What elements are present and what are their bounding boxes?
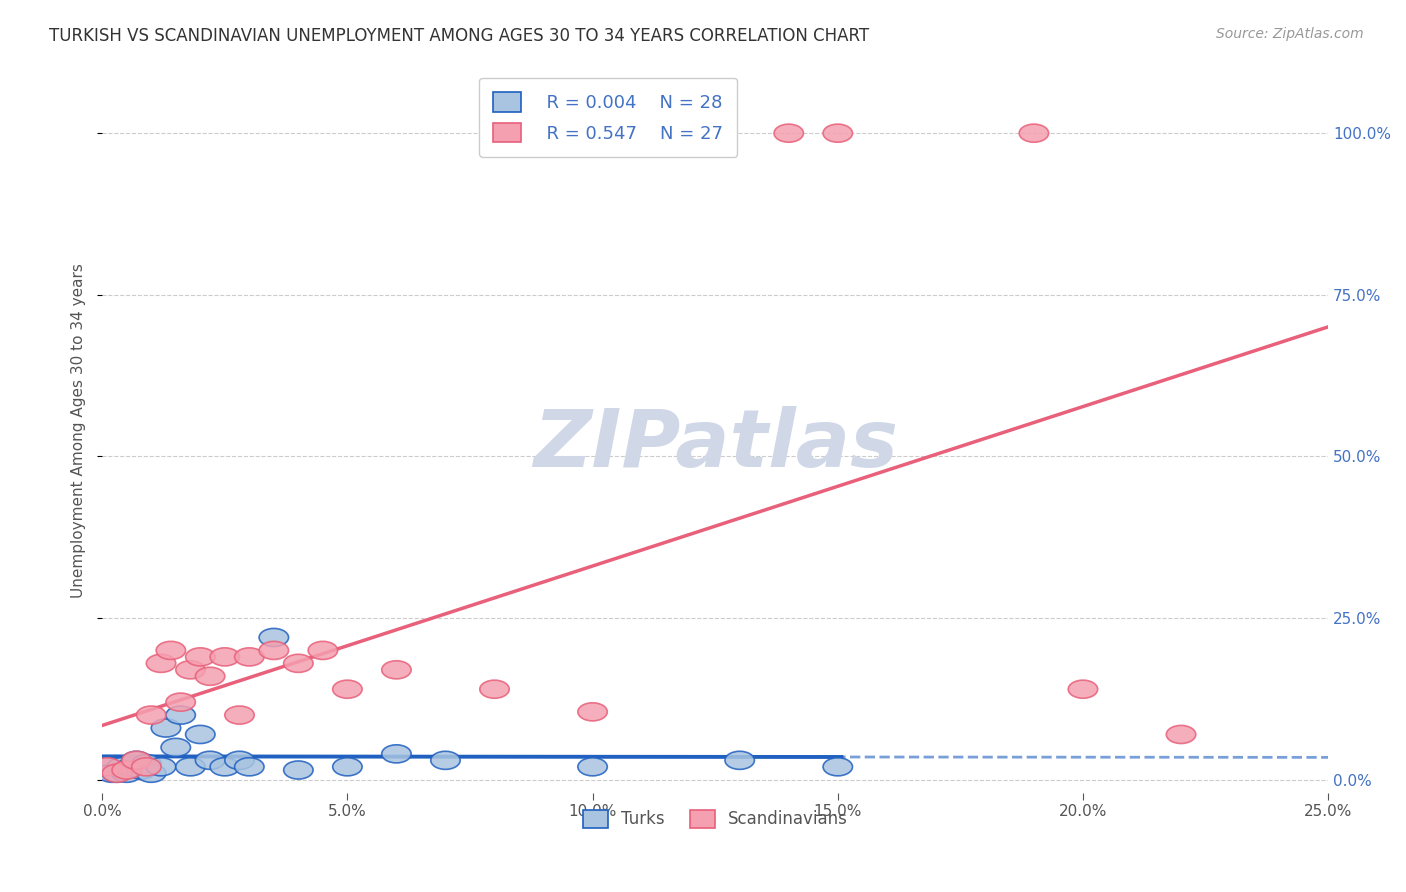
Ellipse shape — [308, 641, 337, 659]
Ellipse shape — [333, 757, 363, 776]
Ellipse shape — [186, 725, 215, 744]
Text: TURKISH VS SCANDINAVIAN UNEMPLOYMENT AMONG AGES 30 TO 34 YEARS CORRELATION CHART: TURKISH VS SCANDINAVIAN UNEMPLOYMENT AMO… — [49, 27, 869, 45]
Legend: Turks, Scandinavians: Turks, Scandinavians — [576, 803, 855, 835]
Ellipse shape — [132, 755, 162, 772]
Ellipse shape — [166, 706, 195, 724]
Ellipse shape — [127, 761, 156, 779]
Ellipse shape — [103, 764, 132, 782]
Ellipse shape — [162, 739, 190, 756]
Ellipse shape — [195, 751, 225, 770]
Ellipse shape — [823, 124, 852, 142]
Ellipse shape — [122, 751, 152, 770]
Ellipse shape — [578, 757, 607, 776]
Ellipse shape — [225, 751, 254, 770]
Ellipse shape — [176, 661, 205, 679]
Ellipse shape — [1167, 725, 1195, 744]
Ellipse shape — [235, 757, 264, 776]
Ellipse shape — [195, 667, 225, 685]
Ellipse shape — [725, 751, 755, 770]
Ellipse shape — [381, 661, 411, 679]
Ellipse shape — [823, 757, 852, 776]
Ellipse shape — [122, 751, 152, 770]
Ellipse shape — [209, 757, 239, 776]
Ellipse shape — [176, 757, 205, 776]
Y-axis label: Unemployment Among Ages 30 to 34 years: Unemployment Among Ages 30 to 34 years — [72, 263, 86, 598]
Ellipse shape — [225, 706, 254, 724]
Ellipse shape — [132, 757, 162, 776]
Ellipse shape — [284, 655, 314, 673]
Ellipse shape — [333, 681, 363, 698]
Ellipse shape — [775, 124, 803, 142]
Ellipse shape — [1019, 124, 1049, 142]
Ellipse shape — [381, 745, 411, 763]
Ellipse shape — [1069, 681, 1098, 698]
Ellipse shape — [166, 693, 195, 711]
Ellipse shape — [146, 757, 176, 776]
Text: Source: ZipAtlas.com: Source: ZipAtlas.com — [1216, 27, 1364, 41]
Ellipse shape — [259, 641, 288, 659]
Text: ZIPatlas: ZIPatlas — [533, 406, 897, 484]
Ellipse shape — [156, 641, 186, 659]
Ellipse shape — [259, 629, 288, 647]
Ellipse shape — [112, 761, 142, 779]
Ellipse shape — [136, 764, 166, 782]
Ellipse shape — [284, 761, 314, 779]
Ellipse shape — [93, 757, 122, 776]
Ellipse shape — [117, 757, 146, 776]
Ellipse shape — [209, 648, 239, 666]
Ellipse shape — [136, 706, 166, 724]
Ellipse shape — [146, 655, 176, 673]
Ellipse shape — [186, 648, 215, 666]
Ellipse shape — [430, 751, 460, 770]
Ellipse shape — [107, 757, 136, 776]
Ellipse shape — [578, 703, 607, 721]
Ellipse shape — [235, 648, 264, 666]
Ellipse shape — [103, 764, 132, 782]
Ellipse shape — [112, 764, 142, 782]
Ellipse shape — [97, 764, 127, 782]
Ellipse shape — [479, 681, 509, 698]
Ellipse shape — [152, 719, 181, 737]
Ellipse shape — [93, 757, 122, 776]
